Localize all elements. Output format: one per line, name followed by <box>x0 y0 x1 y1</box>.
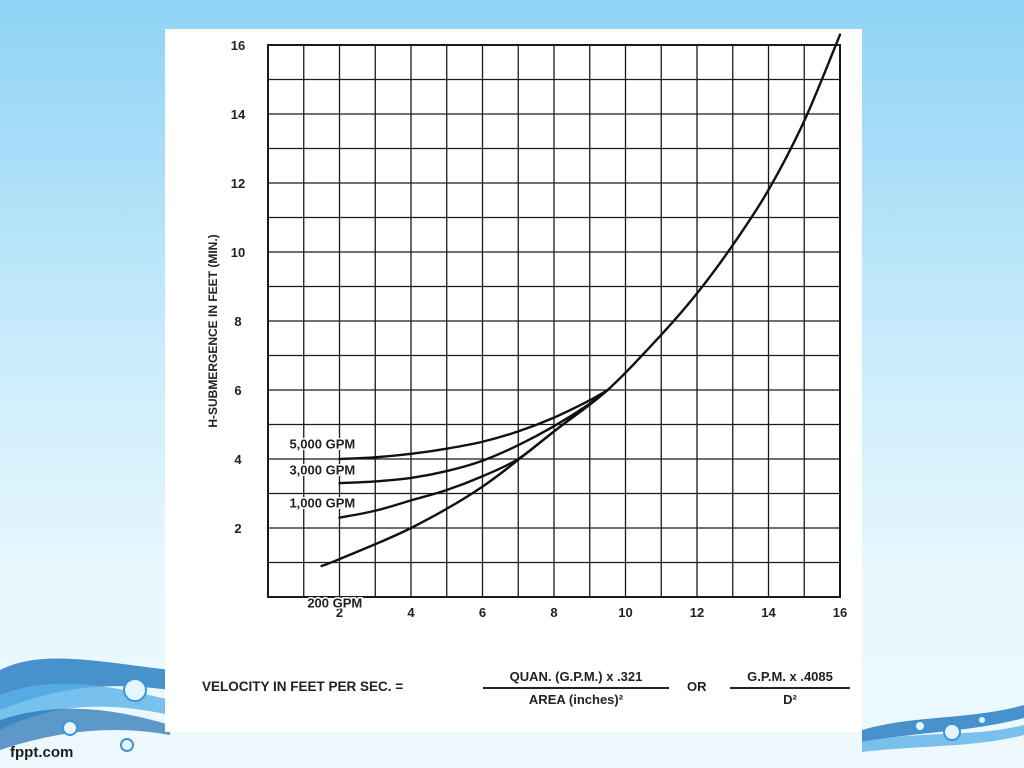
x-tick-label: 14 <box>761 605 776 620</box>
series-line-200-gpm <box>320 33 842 568</box>
series-label-1-000-gpm: 1,000 GPM <box>289 495 355 510</box>
plot-frame <box>267 44 841 598</box>
y-tick-label: 16 <box>231 38 245 53</box>
series-label-3-000-gpm: 3,000 GPM <box>289 463 355 478</box>
submergence-chart: 2 4 6 8 10 12 14 16 2 4 6 8 10 12 14 16 H-SUBMERGENCE IN… <box>206 33 847 620</box>
y-axis-label: H-SUBMERGENCE IN FEET (MIN.) <box>206 234 220 427</box>
x-tick-label: 8 <box>550 605 557 620</box>
wave-decoration-left <box>0 658 170 752</box>
x-tick-label: 6 <box>479 605 486 620</box>
series-line-5-000-gpm <box>338 388 609 461</box>
y-tick-label: 6 <box>234 383 241 398</box>
series-label-5-000-gpm: 5,000 GPM <box>289 437 355 452</box>
y-tick-label: 2 <box>234 521 241 536</box>
chart-labels: 2 4 6 8 10 12 14 16 2 4 6 8 10 12 14 16 H-SUBMERGENCE IN… <box>206 38 847 620</box>
series-label-200-gpm: 200 GPM <box>307 595 362 610</box>
x-tick-label: 16 <box>833 605 847 620</box>
y-tick-label: 8 <box>234 314 241 329</box>
brand-watermark: fppt.com <box>10 744 74 761</box>
chart-axes <box>267 44 841 598</box>
x-tick-label: 2 <box>336 605 343 620</box>
chart-series <box>320 33 842 568</box>
y-tick-label: 10 <box>231 245 245 260</box>
y-tick-label: 12 <box>231 176 245 191</box>
y-tick-label: 4 <box>234 452 242 467</box>
series-line-1-000-gpm <box>338 388 609 519</box>
series-line-3-000-gpm <box>338 388 609 485</box>
x-tick-label: 4 <box>407 605 415 620</box>
y-tick-label: 14 <box>231 107 246 122</box>
x-tick-label: 10 <box>618 605 632 620</box>
wave-decoration-right <box>862 705 1024 752</box>
chart-panel: 2 4 6 8 10 12 14 16 2 4 6 8 10 12 14 16 H-SUBMERGENCE IN… <box>165 29 862 732</box>
x-tick-label: 12 <box>690 605 704 620</box>
